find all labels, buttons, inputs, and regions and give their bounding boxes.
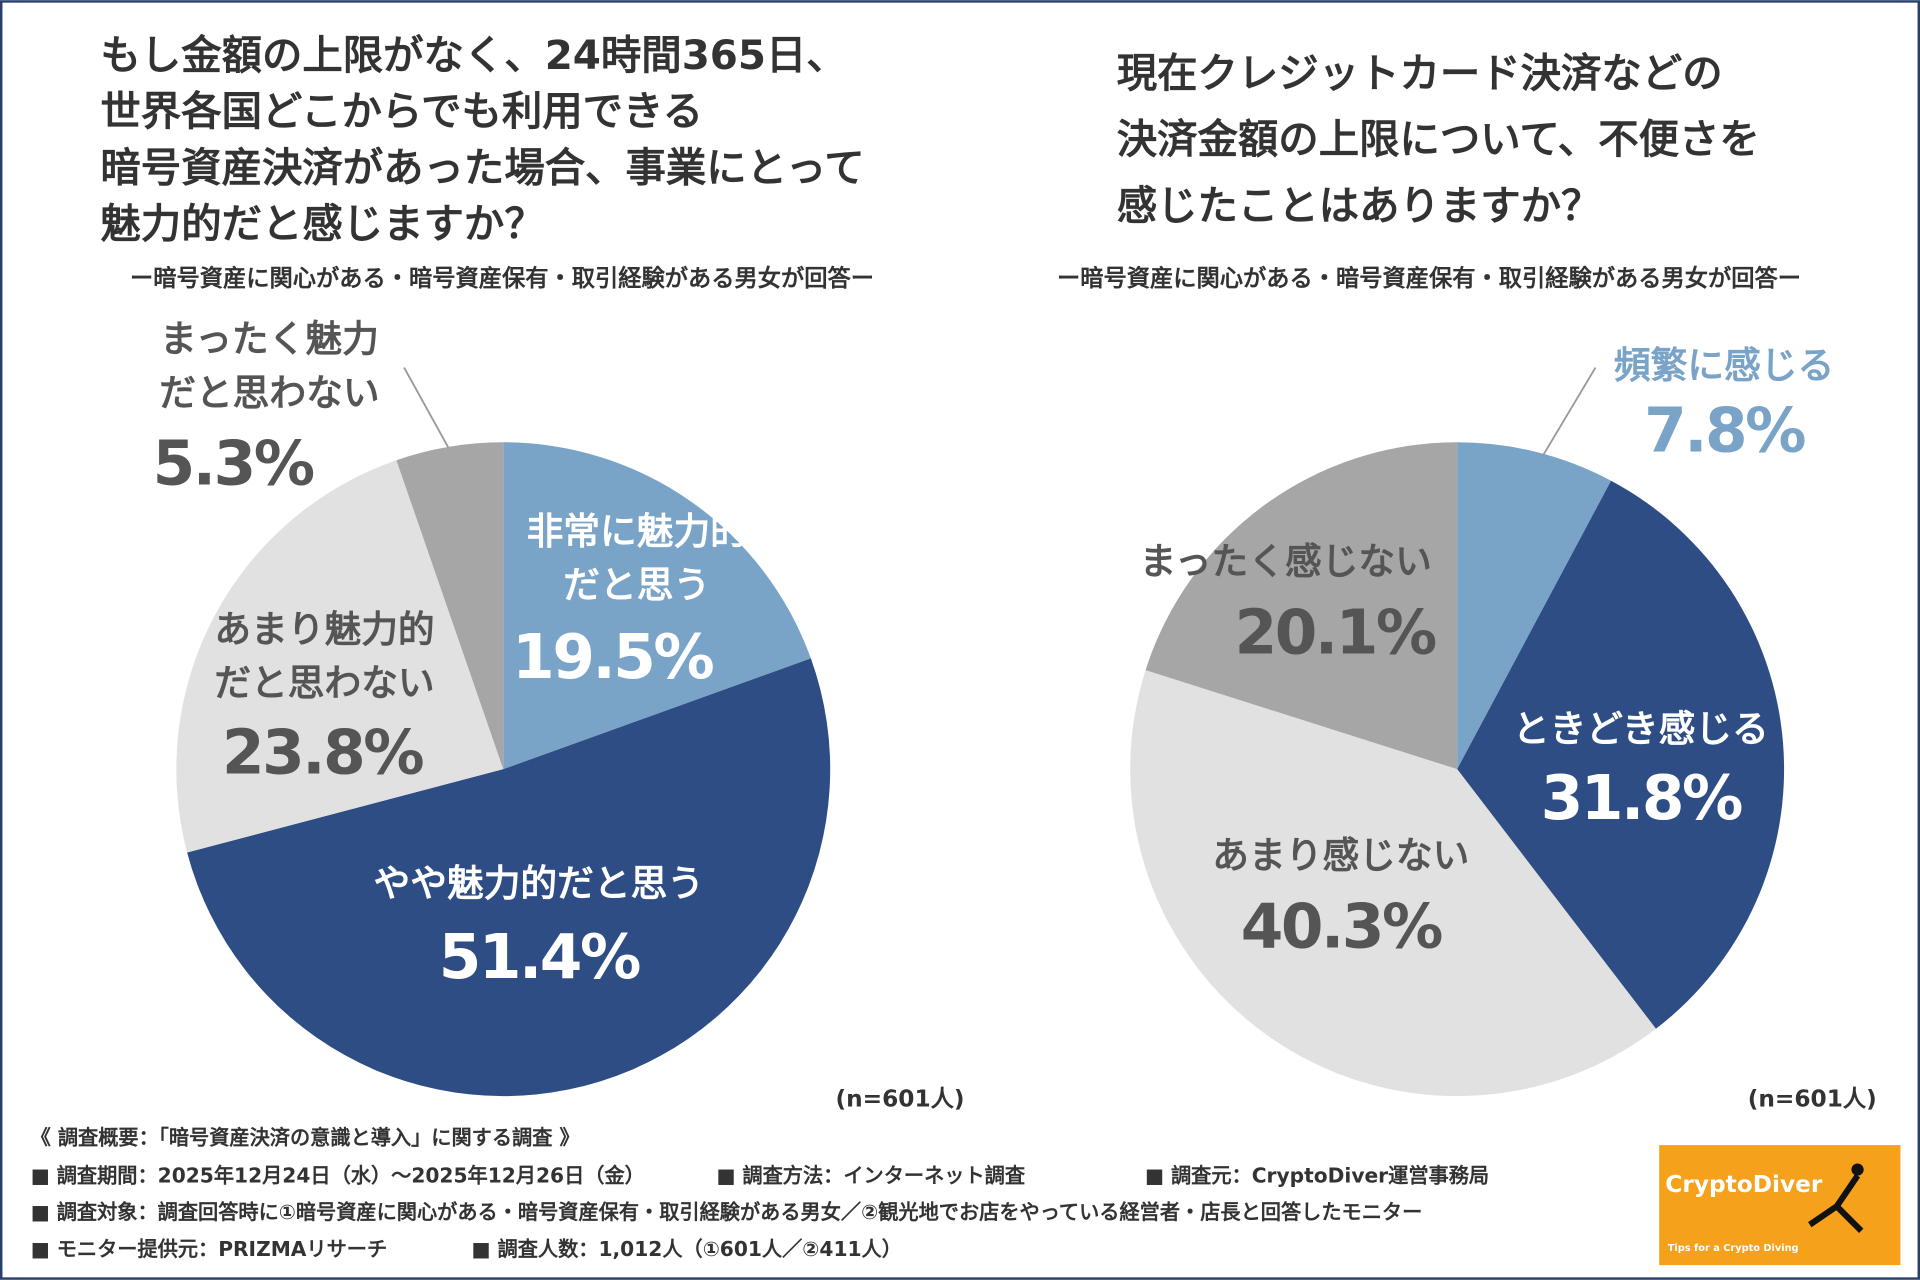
pie-slice xyxy=(396,442,504,770)
value-label: 31.8% xyxy=(1541,763,1742,834)
leader-line xyxy=(1542,367,1597,457)
value-label: 7.8% xyxy=(1644,395,1805,466)
logo-diver xyxy=(1851,1163,1864,1176)
logo: CryptoDiver Tips for a Crypto Diving xyxy=(1659,1145,1901,1266)
chart-title: 魅力的だと感じますか？ xyxy=(100,200,544,248)
chart-title: 感じたことはありますか？ xyxy=(1117,181,1602,229)
pie-slice xyxy=(1130,670,1656,1097)
chart-title: 暗号資産決済があった場合、事業にとって xyxy=(100,143,864,191)
leader-line xyxy=(403,367,449,448)
logo-tagline: Tips for a Crypto Diving xyxy=(1668,1243,1799,1254)
slice-label: やや魅力的だと思う xyxy=(374,862,704,905)
sample-note: (n=601人) xyxy=(835,1085,964,1112)
logo-diver xyxy=(1808,1173,1864,1233)
value-label: 51.4% xyxy=(439,922,640,993)
slice-label: ときどき感じる xyxy=(1513,708,1769,751)
value-label: 20.1% xyxy=(1235,598,1436,669)
slice-label: 頻繁に感じる xyxy=(1614,344,1834,387)
pie-slice xyxy=(187,658,831,1097)
slice-label-line: あまり魅力的 xyxy=(214,607,434,650)
pie-slice xyxy=(503,442,811,770)
pie-slice xyxy=(176,460,504,853)
value-label: 5.3% xyxy=(153,429,314,500)
slice-label: あまり感じない xyxy=(1212,834,1469,877)
chart-title: 世界各国どこからでも利用できる xyxy=(100,87,703,135)
pie-slice xyxy=(1145,442,1458,770)
survey-method: ■ 調査方法：インターネット調査 xyxy=(716,1163,1026,1187)
pie-slice xyxy=(1457,480,1785,1029)
pie-slice xyxy=(1457,442,1612,770)
slice-label-line: まったく魅力 xyxy=(160,317,379,360)
chart-title: もし金額の上限がなく、24時間365日、 xyxy=(100,31,846,79)
logo-name: CryptoDiver xyxy=(1665,1171,1823,1198)
slice-label: 非常に魅力的だと思う xyxy=(527,509,747,606)
survey-provider: ■ モニター提供元：PRIZMAリサーチ xyxy=(31,1237,388,1261)
chart-title: 現在クレジットカード決済などの xyxy=(1117,49,1723,97)
survey-target: ■ 調査対象：調査回答時に①暗号資産に関心がある・暗号資産保有・取引経験がある男… xyxy=(31,1200,1423,1224)
slice-label: あまり魅力的だと思わない xyxy=(214,607,434,704)
slice-label-line: 非常に魅力的 xyxy=(527,509,747,552)
slice-label-line: だと思う xyxy=(563,563,710,606)
survey-period: ■ 調査期間：2025年12月24日（水）～2025年12月26日（金） xyxy=(31,1163,645,1187)
value-label: 23.8% xyxy=(222,718,423,789)
sample-note: (n=601人) xyxy=(1748,1085,1877,1112)
chart-subtitle: ー暗号資産に関心がある・暗号資産保有・取引経験がある男女が回答ー xyxy=(130,265,874,292)
slice-label: まったく魅力だと思わない xyxy=(159,317,379,414)
slice-label-line: だと思わない xyxy=(159,371,379,414)
survey-count: ■ 調査人数：1,012人（①601人／②411人） xyxy=(471,1237,901,1261)
value-label: 40.3% xyxy=(1241,891,1442,962)
value-label: 19.5% xyxy=(512,622,713,693)
slice-label-line: だと思わない xyxy=(214,661,434,704)
chart-title: 決済金額の上限について、不便さを xyxy=(1117,115,1760,163)
slice-label: まったく感じない xyxy=(1140,540,1432,583)
survey-source: ■ 調査元：CryptoDiver運営事務局 xyxy=(1145,1163,1489,1187)
survey-heading: 《 調査概要：「暗号資産決済の意識と導入」に関する調査 》 xyxy=(31,1125,580,1149)
chart-subtitle: ー暗号資産に関心がある・暗号資産保有・取引経験がある男女が回答ー xyxy=(1057,265,1801,292)
